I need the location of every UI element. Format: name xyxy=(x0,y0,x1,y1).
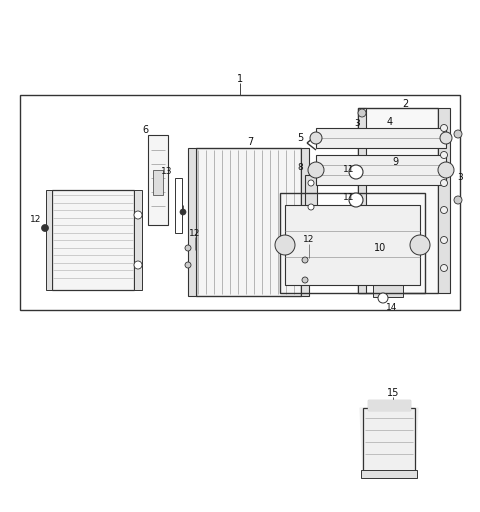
Bar xyxy=(358,108,366,293)
Circle shape xyxy=(134,261,142,269)
Bar xyxy=(438,108,450,293)
Circle shape xyxy=(310,132,322,144)
Text: 1: 1 xyxy=(237,74,243,84)
Bar xyxy=(148,135,168,225)
Bar xyxy=(358,108,438,293)
Bar xyxy=(52,190,134,290)
Text: 15: 15 xyxy=(387,388,399,398)
Circle shape xyxy=(349,165,363,179)
Bar xyxy=(316,128,446,148)
Circle shape xyxy=(308,180,314,186)
Circle shape xyxy=(180,209,186,215)
Circle shape xyxy=(302,257,308,263)
Bar xyxy=(188,148,196,296)
Circle shape xyxy=(441,206,447,214)
Bar xyxy=(361,470,417,478)
Circle shape xyxy=(41,224,48,231)
Circle shape xyxy=(438,162,454,178)
Bar xyxy=(305,175,317,215)
Bar xyxy=(196,148,301,296)
Text: 11: 11 xyxy=(343,194,355,203)
Circle shape xyxy=(410,235,430,255)
Circle shape xyxy=(308,204,314,210)
Text: 10: 10 xyxy=(374,243,386,253)
Text: 8: 8 xyxy=(297,163,303,173)
Bar xyxy=(301,148,309,296)
Circle shape xyxy=(454,196,462,204)
Text: 6: 6 xyxy=(142,125,148,135)
Text: 12: 12 xyxy=(303,236,315,245)
Bar xyxy=(373,285,403,297)
Circle shape xyxy=(441,237,447,244)
Circle shape xyxy=(378,293,388,303)
Text: 12: 12 xyxy=(189,228,201,238)
Circle shape xyxy=(441,265,447,271)
Bar xyxy=(386,402,400,408)
Text: 3: 3 xyxy=(457,174,463,182)
Circle shape xyxy=(454,130,462,138)
Circle shape xyxy=(185,262,191,268)
Bar xyxy=(280,193,425,293)
Circle shape xyxy=(440,132,452,144)
Bar xyxy=(134,190,142,290)
Circle shape xyxy=(441,152,447,159)
Circle shape xyxy=(185,245,191,251)
Bar xyxy=(363,408,415,473)
Circle shape xyxy=(308,162,324,178)
Bar xyxy=(368,400,410,410)
Text: 11: 11 xyxy=(343,165,355,175)
Circle shape xyxy=(134,211,142,219)
Text: 14: 14 xyxy=(386,303,398,311)
Circle shape xyxy=(441,124,447,132)
Text: 12: 12 xyxy=(30,216,42,224)
Bar xyxy=(175,178,182,233)
Circle shape xyxy=(358,109,366,117)
Bar xyxy=(285,205,420,285)
Text: 3: 3 xyxy=(354,119,360,129)
Circle shape xyxy=(302,277,308,283)
Bar xyxy=(316,155,446,185)
Circle shape xyxy=(349,193,363,207)
Bar xyxy=(20,95,460,310)
Text: 7: 7 xyxy=(247,137,253,147)
Bar xyxy=(370,402,384,408)
Text: 9: 9 xyxy=(392,157,398,167)
Text: 5: 5 xyxy=(297,133,303,143)
Polygon shape xyxy=(360,408,418,473)
Text: 13: 13 xyxy=(161,167,173,177)
Text: 4: 4 xyxy=(387,117,393,127)
Text: 2: 2 xyxy=(402,99,408,109)
Bar xyxy=(153,170,163,195)
Bar xyxy=(46,190,52,290)
Circle shape xyxy=(441,180,447,186)
Polygon shape xyxy=(368,400,410,410)
Circle shape xyxy=(275,235,295,255)
